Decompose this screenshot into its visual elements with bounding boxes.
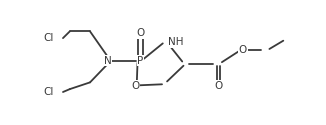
Text: Cl: Cl	[43, 33, 53, 43]
Text: O: O	[215, 81, 223, 91]
Text: P: P	[138, 56, 144, 66]
Text: O: O	[131, 81, 140, 91]
Text: Cl: Cl	[43, 87, 53, 97]
Text: N: N	[104, 56, 111, 66]
Text: O: O	[239, 45, 247, 55]
Text: O: O	[136, 28, 145, 38]
Text: NH: NH	[168, 37, 184, 47]
